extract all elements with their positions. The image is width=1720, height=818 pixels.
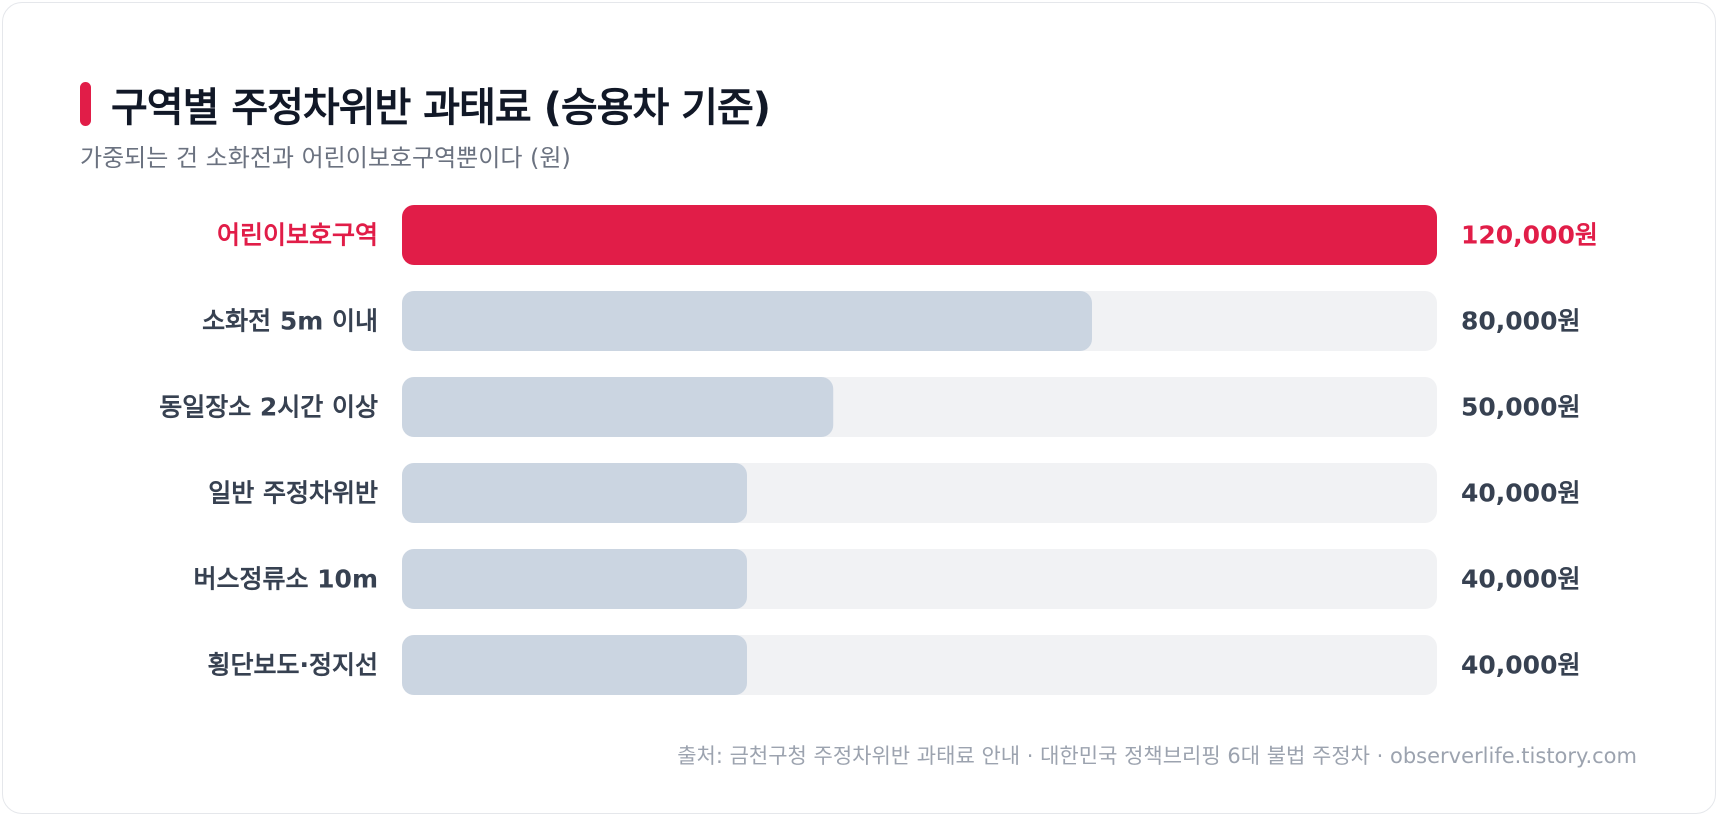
chart-subtitle: 가중되는 건 소화전과 어린이보호구역뿐이다 (원)	[80, 144, 571, 172]
value-label: 40,000원	[1461, 565, 1580, 594]
value-label: 40,000원	[1461, 479, 1580, 508]
category-label: 동일장소 2시간 이상	[159, 393, 378, 422]
bar	[402, 635, 747, 695]
category-label: 횡단보도·정지선	[208, 651, 379, 680]
bar	[402, 291, 1092, 351]
category-label: 일반 주정차위반	[208, 479, 378, 508]
value-label: 80,000원	[1461, 307, 1580, 336]
title-accent-bar	[80, 82, 91, 126]
bar	[402, 205, 1437, 265]
category-label: 소화전 5m 이내	[202, 307, 378, 336]
bar	[402, 377, 834, 437]
bar	[402, 549, 747, 609]
chart-title: 구역별 주정차위반 과태료 (승용차 기준)	[111, 85, 771, 131]
bar	[402, 463, 747, 523]
title-group: 구역별 주정차위반 과태료 (승용차 기준)	[80, 75, 771, 133]
value-label: 120,000원	[1461, 221, 1598, 250]
value-label: 50,000원	[1461, 393, 1580, 422]
category-label: 어린이보호구역	[217, 221, 378, 250]
value-label: 40,000원	[1461, 651, 1580, 680]
source-note: 출처: 금천구청 주정차위반 과태료 안내 · 대한민국 정책브리핑 6대 불법…	[677, 744, 1637, 768]
category-label: 버스정류소 10m	[193, 565, 378, 594]
